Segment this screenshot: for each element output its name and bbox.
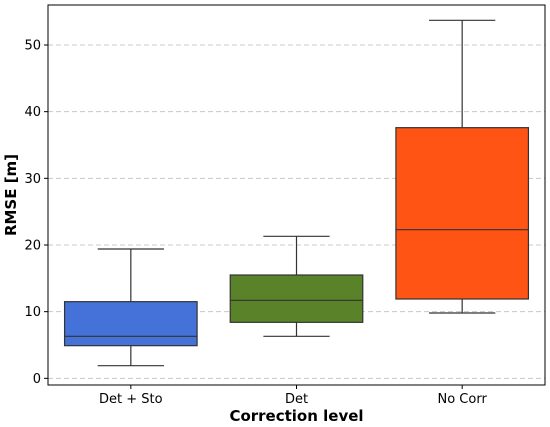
box-det-sto (63, 248, 198, 367)
y-axis-title: RMSE [m] (2, 154, 20, 236)
x-tick-label: Det + Sto (99, 392, 163, 407)
box-iqr (395, 127, 530, 300)
box-series (63, 19, 530, 367)
y-tick-label: 20 (24, 239, 41, 254)
axis-ticks: 0 10 20 30 40 50 Det + Sto Det No Corr (24, 39, 487, 408)
box-det (229, 235, 364, 337)
x-tick-label: No Corr (438, 392, 488, 407)
x-axis-title: Correction level (229, 407, 363, 425)
box-iqr (229, 274, 364, 323)
y-tick-label: 50 (24, 39, 41, 54)
y-tick-label: 0 (33, 372, 41, 387)
y-tick-label: 10 (24, 305, 41, 320)
y-tick-label: 30 (24, 172, 41, 187)
x-tick-label: Det (285, 392, 308, 407)
box-no-corr (395, 19, 530, 314)
box-iqr (63, 301, 198, 347)
y-tick-label: 40 (24, 105, 41, 120)
